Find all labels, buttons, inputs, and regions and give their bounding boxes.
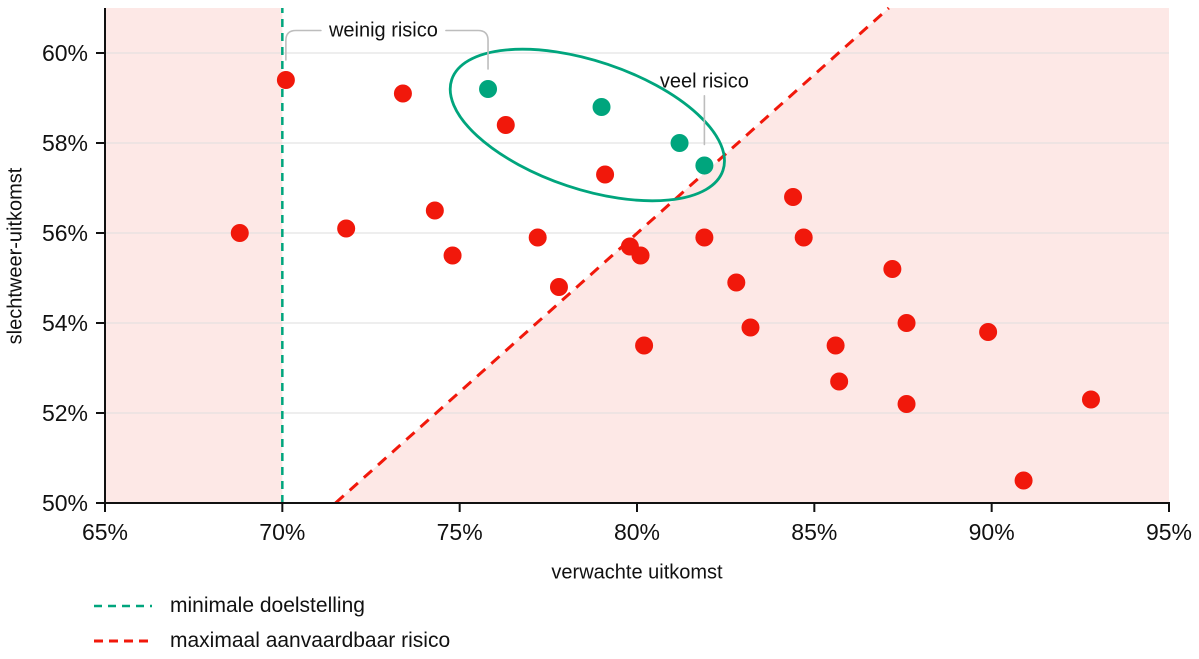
rode-punten-punt bbox=[883, 260, 902, 278]
rode-punten-punt bbox=[496, 116, 515, 134]
annotation-connector bbox=[285, 29, 322, 61]
x-tick-label: 85% bbox=[791, 519, 837, 545]
annotation-veel-risico: veel risico bbox=[659, 70, 749, 93]
rode-punten-punt bbox=[443, 246, 462, 265]
x-tick-label: 90% bbox=[969, 519, 1015, 545]
annotation-connector bbox=[445, 29, 489, 70]
rode-punten-punt bbox=[230, 224, 249, 242]
rode-punten-punt bbox=[794, 228, 813, 247]
rode-punten-punt bbox=[528, 228, 547, 247]
legend-item-1: maximaal aanvaardbaar risico bbox=[94, 629, 450, 653]
rode-punten-punt bbox=[695, 228, 714, 247]
rode-punten-punt bbox=[631, 246, 650, 265]
rode-punten-punt bbox=[1081, 390, 1100, 409]
rode-punten-punt bbox=[393, 84, 412, 103]
rode-punten-punt bbox=[897, 395, 916, 413]
rode-punten-punt bbox=[276, 71, 295, 89]
rode-punten-punt bbox=[826, 336, 845, 355]
rode-punten-punt bbox=[337, 219, 356, 238]
y-axis-label: slechtweer-uitkomst bbox=[4, 167, 27, 345]
groene-punten-punt bbox=[695, 156, 714, 175]
annotation-weinig-risico: weinig risico bbox=[328, 19, 438, 41]
legend: minimale doelstelling maximaal aanvaardba… bbox=[94, 594, 450, 653]
groene-punten-punt bbox=[670, 134, 689, 152]
x-tick-label: 65% bbox=[82, 519, 128, 545]
legend-line-sample bbox=[94, 639, 152, 643]
shaded-region-rechts-van-risicolijn bbox=[335, 8, 1169, 503]
x-tick-label: 75% bbox=[437, 519, 483, 545]
y-tick-label: 60% bbox=[42, 40, 88, 66]
rode-punten-punt bbox=[727, 273, 746, 292]
rode-punten-punt bbox=[784, 188, 803, 206]
rode-punten-punt bbox=[741, 318, 760, 337]
rode-punten-punt bbox=[830, 372, 849, 391]
highlight-ellipse bbox=[448, 47, 726, 203]
legend-item-0: minimale doelstelling bbox=[94, 594, 450, 618]
y-tick-label: 58% bbox=[42, 130, 88, 156]
x-axis-label: verwachte uitkomst bbox=[551, 561, 723, 584]
y-tick-label: 52% bbox=[42, 400, 88, 426]
rode-punten-punt bbox=[897, 314, 916, 332]
y-tick-label: 54% bbox=[42, 310, 88, 336]
rode-punten-punt bbox=[596, 165, 615, 184]
y-tick-label: 56% bbox=[42, 220, 88, 246]
rode-punten-punt bbox=[979, 323, 998, 341]
legend-label: minimale doelstelling bbox=[170, 594, 365, 617]
legend-line-sample bbox=[94, 604, 152, 608]
rode-punten-punt bbox=[1014, 471, 1033, 490]
shaded-region-links-van-doelstelling bbox=[105, 8, 283, 503]
y-tick-label: 50% bbox=[42, 490, 88, 516]
rode-punten-punt bbox=[635, 336, 654, 355]
x-tick-label: 95% bbox=[1146, 519, 1192, 545]
groene-punten-punt bbox=[479, 80, 498, 98]
x-tick-label: 80% bbox=[614, 519, 660, 545]
groene-punten-punt bbox=[592, 98, 611, 116]
legend-label: maximaal aanvaardbaar risico bbox=[170, 629, 451, 652]
rode-punten-punt bbox=[549, 278, 568, 296]
x-tick-label: 70% bbox=[259, 519, 305, 545]
reference-line-maximaal-aanvaardbaar-risico bbox=[334, 6, 890, 505]
rode-punten-punt bbox=[425, 201, 444, 220]
